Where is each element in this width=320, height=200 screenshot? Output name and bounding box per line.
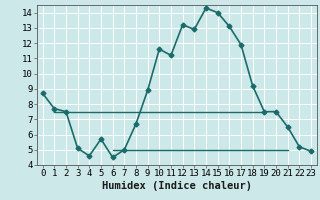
X-axis label: Humidex (Indice chaleur): Humidex (Indice chaleur): [102, 181, 252, 191]
